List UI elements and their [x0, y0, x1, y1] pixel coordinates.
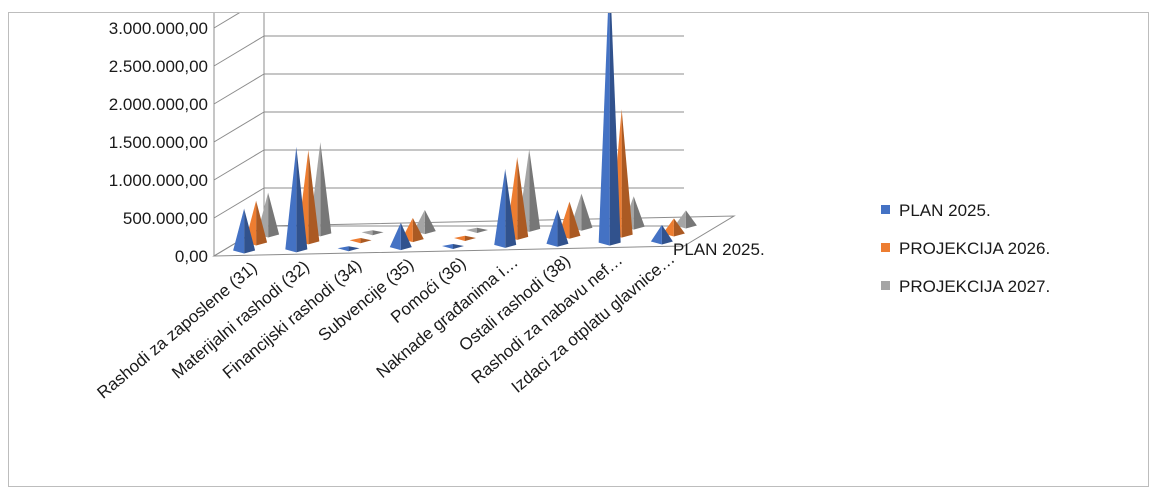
cone-mark [361, 230, 384, 236]
cone-mark [389, 222, 412, 251]
cone-shadow-face [465, 235, 476, 241]
y-tick-label: 1.000.000,00 [109, 171, 208, 190]
cone-lit-face [494, 168, 506, 248]
chart-frame: 0,00 500.000,00 1.000.000,00 1.500.000,00 2.… [8, 12, 1149, 487]
legend-swatch [881, 243, 890, 252]
y-axis-tick-labels: 0,00 500.000,00 1.000.000,00 1.500.000,00 2.… [109, 19, 208, 266]
cone-mark [494, 168, 517, 248]
cone-shadow-face [320, 142, 332, 237]
cone-lit-face [598, 13, 610, 246]
gridline-side [213, 187, 265, 219]
cone-lit-face [349, 237, 361, 244]
cone-shadow-face [296, 146, 308, 253]
gridline-side [213, 35, 265, 67]
cone-lit-face [546, 209, 558, 247]
cone-mark [337, 246, 360, 252]
x-axis-category-labels: Rashodi za zaposlene (31)Materijalni ras… [94, 249, 679, 402]
cone-shadow-face [609, 13, 621, 246]
y-tick-label: 2.500.000,00 [109, 57, 208, 76]
cone-mark [650, 224, 673, 245]
cone-chart: 0,00 500.000,00 1.000.000,00 1.500.000,00 2.… [94, 13, 1050, 403]
cone-shadow-face [673, 218, 685, 237]
cone-lit-face [361, 230, 373, 236]
data-cones [233, 13, 697, 254]
cone-lit-face [337, 246, 349, 252]
cone-lit-face [389, 222, 401, 251]
gridline-side [213, 111, 265, 143]
cone-shadow-face [517, 157, 529, 240]
cone-shadow-face [581, 193, 593, 231]
y-tick-label: 500.000,00 [123, 209, 208, 228]
legend-entry-label: PROJEKCIJA 2027. [899, 277, 1050, 296]
y-tick-label: 1.500.000,00 [109, 133, 208, 152]
cone-shadow-face [569, 201, 581, 239]
legend-entry-label: PROJEKCIJA 2026. [899, 239, 1050, 258]
cone-shadow-face [633, 196, 645, 230]
y-tick-label: 3.000.000,00 [109, 19, 208, 38]
cone-shadow-face [256, 200, 268, 246]
cone-lit-face [650, 224, 662, 245]
gridline-side [213, 13, 240, 29]
depth-axis-label: PLAN 2025. [673, 240, 765, 259]
cone-mark [442, 244, 464, 249]
cone-shadow-face [557, 209, 569, 247]
cone-shadow-face [424, 209, 436, 235]
cone-lit-face [454, 235, 465, 241]
legend-swatch [881, 205, 890, 214]
cone-shadow-face [400, 222, 412, 251]
cone-mark [233, 208, 256, 254]
cone-mark [466, 227, 488, 233]
cone-lit-face [442, 244, 453, 249]
cone-shadow-face [621, 109, 633, 238]
cone-mark [454, 235, 476, 241]
y-tick-label: 0,00 [175, 247, 208, 266]
cone-shadow-face [244, 208, 256, 254]
cone-shadow-face [661, 224, 673, 245]
cone-shadow-face [372, 230, 384, 236]
cone-lit-face [233, 208, 245, 254]
cone-mark [285, 146, 308, 253]
cone-shadow-face [348, 246, 360, 252]
cone-shadow-face [477, 227, 488, 233]
cone-mark [546, 209, 569, 247]
cone-shadow-face [412, 217, 424, 243]
cone-shadow-face [360, 237, 372, 244]
legend-swatch [881, 281, 890, 290]
cone-shadow-face [685, 210, 697, 229]
gridline-side [213, 73, 265, 105]
chart-walls [212, 13, 736, 257]
gridline-side [213, 149, 265, 181]
cone-lit-face [285, 146, 297, 253]
cone-lit-face [466, 227, 477, 233]
cone-shadow-face [453, 244, 464, 249]
cone-shadow-face [505, 168, 517, 248]
y-tick-label: 2.000.000,00 [109, 95, 208, 114]
cone-shadow-face [268, 192, 280, 238]
legend: PLAN 2025. PROJEKCIJA 2026. PROJEKCIJA 202… [881, 201, 1050, 296]
cone-mark [349, 237, 372, 244]
legend-entry-label: PLAN 2025. [899, 201, 991, 220]
cone-shadow-face [308, 150, 320, 245]
cone-shadow-face [529, 149, 541, 232]
cone-mark [598, 13, 621, 246]
